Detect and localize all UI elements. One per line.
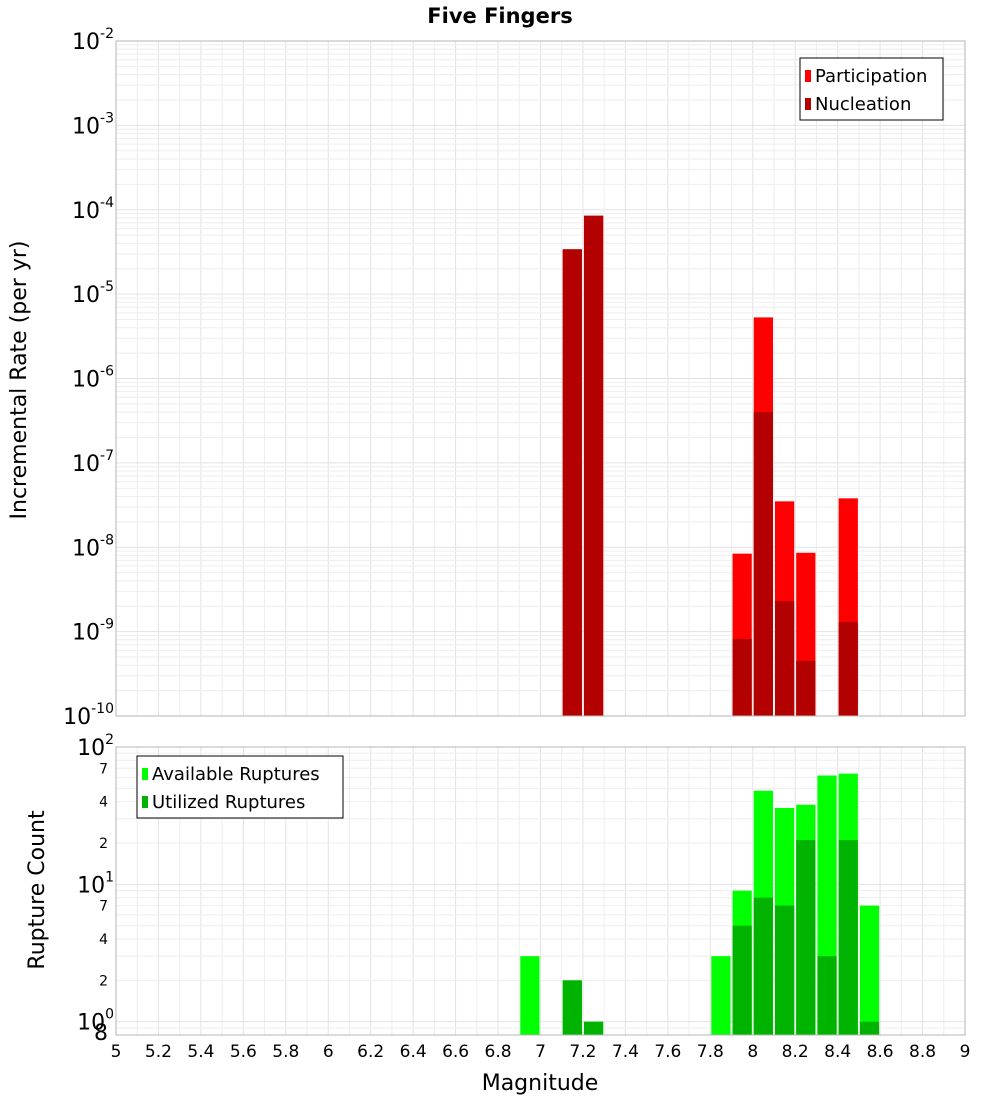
x-tick-label: 6.6	[442, 1042, 469, 1062]
x-tick-label: 8.4	[824, 1042, 851, 1062]
top-legend-label: Nucleation	[815, 94, 911, 115]
x-tick-label: 7.8	[697, 1042, 724, 1062]
bottom-bar-utilized-ruptures	[562, 980, 582, 1035]
top-y-tick-label: 10-4	[72, 195, 114, 224]
bottom-y-minor-tick-label: 7	[99, 761, 108, 777]
x-tick-label: 6.8	[485, 1042, 512, 1062]
x-tick-label: 9	[960, 1042, 971, 1062]
chart-title: Five Fingers	[427, 4, 572, 28]
x-tick-label: 7.4	[612, 1042, 639, 1062]
bottom-y-minor-tick-label: 4	[99, 795, 108, 811]
bottom-legend-label: Available Ruptures	[152, 764, 320, 785]
x-tick-label: 5.2	[145, 1042, 172, 1062]
bottom-y-minor-tick-label: 4	[99, 932, 108, 948]
bottom-plot-frame	[115, 746, 966, 1036]
x-tick-label: 6.2	[357, 1042, 384, 1062]
x-axis-label: Magnitude	[482, 1071, 599, 1096]
bottom-bar-available-ruptures	[859, 905, 880, 1035]
bottom-legend-swatch	[142, 796, 148, 808]
x-tick-label: 5.8	[272, 1042, 299, 1062]
bottom-bar-utilized-ruptures	[732, 925, 752, 1035]
top-bar-nucleation	[753, 412, 773, 716]
bottom-bar-utilized-ruptures	[838, 840, 858, 1035]
x-tick-label: 7.2	[569, 1042, 596, 1062]
bottom-y-major-tick-label: 101	[77, 869, 114, 898]
top-bar-nucleation	[562, 249, 582, 716]
x-tick-label: 8	[747, 1042, 758, 1062]
bottom-bar-available-ruptures	[520, 956, 540, 1035]
bottom-bar-utilized-ruptures	[859, 1021, 880, 1035]
top-bar-nucleation	[732, 638, 752, 716]
x-tick-label: 8.2	[782, 1042, 809, 1062]
x-tick-label: 5.6	[230, 1042, 257, 1062]
bottom-y-minor-tick-label: 8	[94, 1021, 108, 1046]
bottom-bar-utilized-ruptures	[583, 1021, 604, 1035]
top-y-tick-label: 10-9	[72, 617, 114, 646]
top-legend-swatch	[805, 98, 811, 110]
bottom-bar-utilized-ruptures	[796, 840, 816, 1035]
top-y-tick-label: 10-6	[72, 364, 114, 393]
top-legend-label: Participation	[815, 66, 927, 87]
x-tick-label: 5.4	[187, 1042, 214, 1062]
bottom-bar-utilized-ruptures	[817, 956, 837, 1035]
top-bar-nucleation	[796, 660, 816, 716]
top-bar-nucleation	[583, 215, 604, 717]
bottom-legend-swatch	[142, 768, 148, 780]
x-tick-label: 6	[323, 1042, 334, 1062]
x-tick-label: 7.6	[654, 1042, 681, 1062]
x-tick-label: 8.8	[909, 1042, 936, 1062]
top-bar-nucleation	[774, 601, 795, 716]
top-y-tick-label: 10-7	[72, 448, 114, 477]
top-y-tick-label: 10-8	[72, 532, 114, 561]
bottom-legend-box	[136, 755, 344, 819]
top-y-tick-label: 10-3	[72, 110, 114, 139]
bottom-y-minor-tick-label: 2	[99, 973, 108, 989]
top-y-tick-label: 10-5	[72, 279, 114, 308]
x-tick-label: 7	[535, 1042, 546, 1062]
top-legend-box	[799, 57, 944, 121]
x-tick-label: 8.6	[867, 1042, 894, 1062]
bottom-legend-label: Utilized Ruptures	[152, 792, 305, 813]
bottom-y-minor-tick-label: 2	[99, 836, 108, 852]
top-y-tick-label: 10-2	[72, 26, 114, 55]
top-legend-swatch	[805, 70, 811, 82]
bottom-y-major-tick-label: 102	[77, 732, 114, 761]
top-bar-nucleation	[838, 622, 858, 716]
x-tick-label: 5	[111, 1042, 122, 1062]
bottom-y-major-tick-label: 100	[77, 1007, 114, 1036]
bottom-y-axis-label: Rupture Count	[25, 810, 50, 970]
top-plot-frame	[115, 40, 966, 717]
bottom-bar-available-ruptures	[711, 956, 731, 1035]
top-y-tick-label: 10-10	[63, 701, 114, 730]
bottom-bar-utilized-ruptures	[753, 897, 773, 1035]
bottom-bar-utilized-ruptures	[774, 905, 795, 1035]
x-tick-label: 6.4	[400, 1042, 427, 1062]
bottom-y-minor-tick-label: 7	[99, 899, 108, 915]
top-y-axis-label: Incremental Rate (per yr)	[7, 241, 32, 520]
